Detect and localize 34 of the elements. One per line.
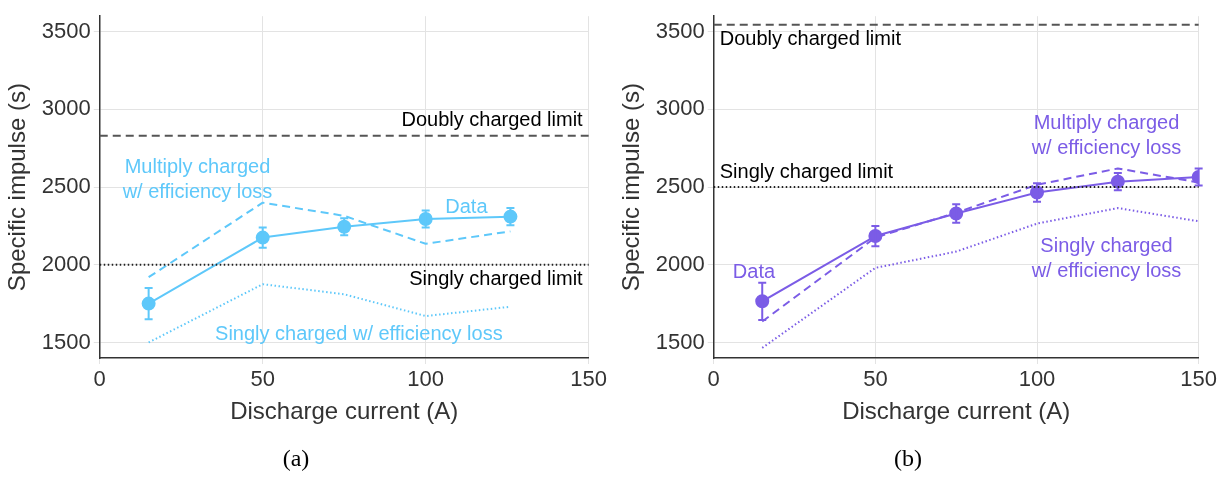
series-label: Data bbox=[732, 260, 776, 283]
x-tick-label: 100 bbox=[407, 366, 445, 392]
y-tick-label: 2000 bbox=[41, 250, 91, 276]
x-tick-label: 50 bbox=[863, 366, 888, 392]
x-axis-title: Discharge current (A) bbox=[230, 397, 459, 425]
ref-line-label: Doubly charged limit bbox=[401, 108, 584, 131]
series-label: Data bbox=[445, 195, 489, 218]
y-tick-label: 1500 bbox=[655, 328, 705, 354]
y-tick-label: 3000 bbox=[655, 95, 705, 121]
y-tick-label: 2500 bbox=[655, 173, 705, 199]
ref-line-label: Doubly charged limit bbox=[719, 27, 902, 50]
y-axis-title: Specific impulse (s) bbox=[3, 83, 31, 292]
x-tick-label: 100 bbox=[1018, 366, 1056, 392]
y-tick-label: 2500 bbox=[41, 173, 91, 199]
y-tick-label: 3500 bbox=[655, 17, 705, 43]
x-tick-label: 50 bbox=[250, 366, 275, 392]
text: (b) bbox=[894, 444, 922, 471]
y-axis-title: Specific impulse (s) bbox=[617, 83, 645, 292]
x-tick-label: 0 bbox=[93, 366, 106, 392]
y-tick-label: 2000 bbox=[655, 250, 705, 276]
series-label: Multiply charged w/ efficiency loss bbox=[1030, 110, 1182, 158]
series-label: Multiply charged w/ efficiency loss bbox=[121, 155, 273, 203]
x-tick-label: 150 bbox=[1180, 366, 1218, 392]
x-tick-label: 0 bbox=[707, 366, 720, 392]
y-tick-label: 3500 bbox=[41, 17, 91, 43]
series-label: Singly charged w/ efficiency loss bbox=[1030, 233, 1182, 281]
x-axis-title: Discharge current (A) bbox=[842, 397, 1071, 425]
x-tick-label: 150 bbox=[570, 366, 608, 392]
y-tick-label: 1500 bbox=[41, 328, 91, 354]
series-label: Singly charged w/ efficiency loss bbox=[215, 321, 503, 344]
ref-line-label: Singly charged limit bbox=[409, 267, 584, 290]
y-tick-label: 3000 bbox=[41, 95, 91, 121]
ref-line-label: Singly charged limit bbox=[719, 159, 894, 182]
text: (a) bbox=[282, 444, 310, 471]
